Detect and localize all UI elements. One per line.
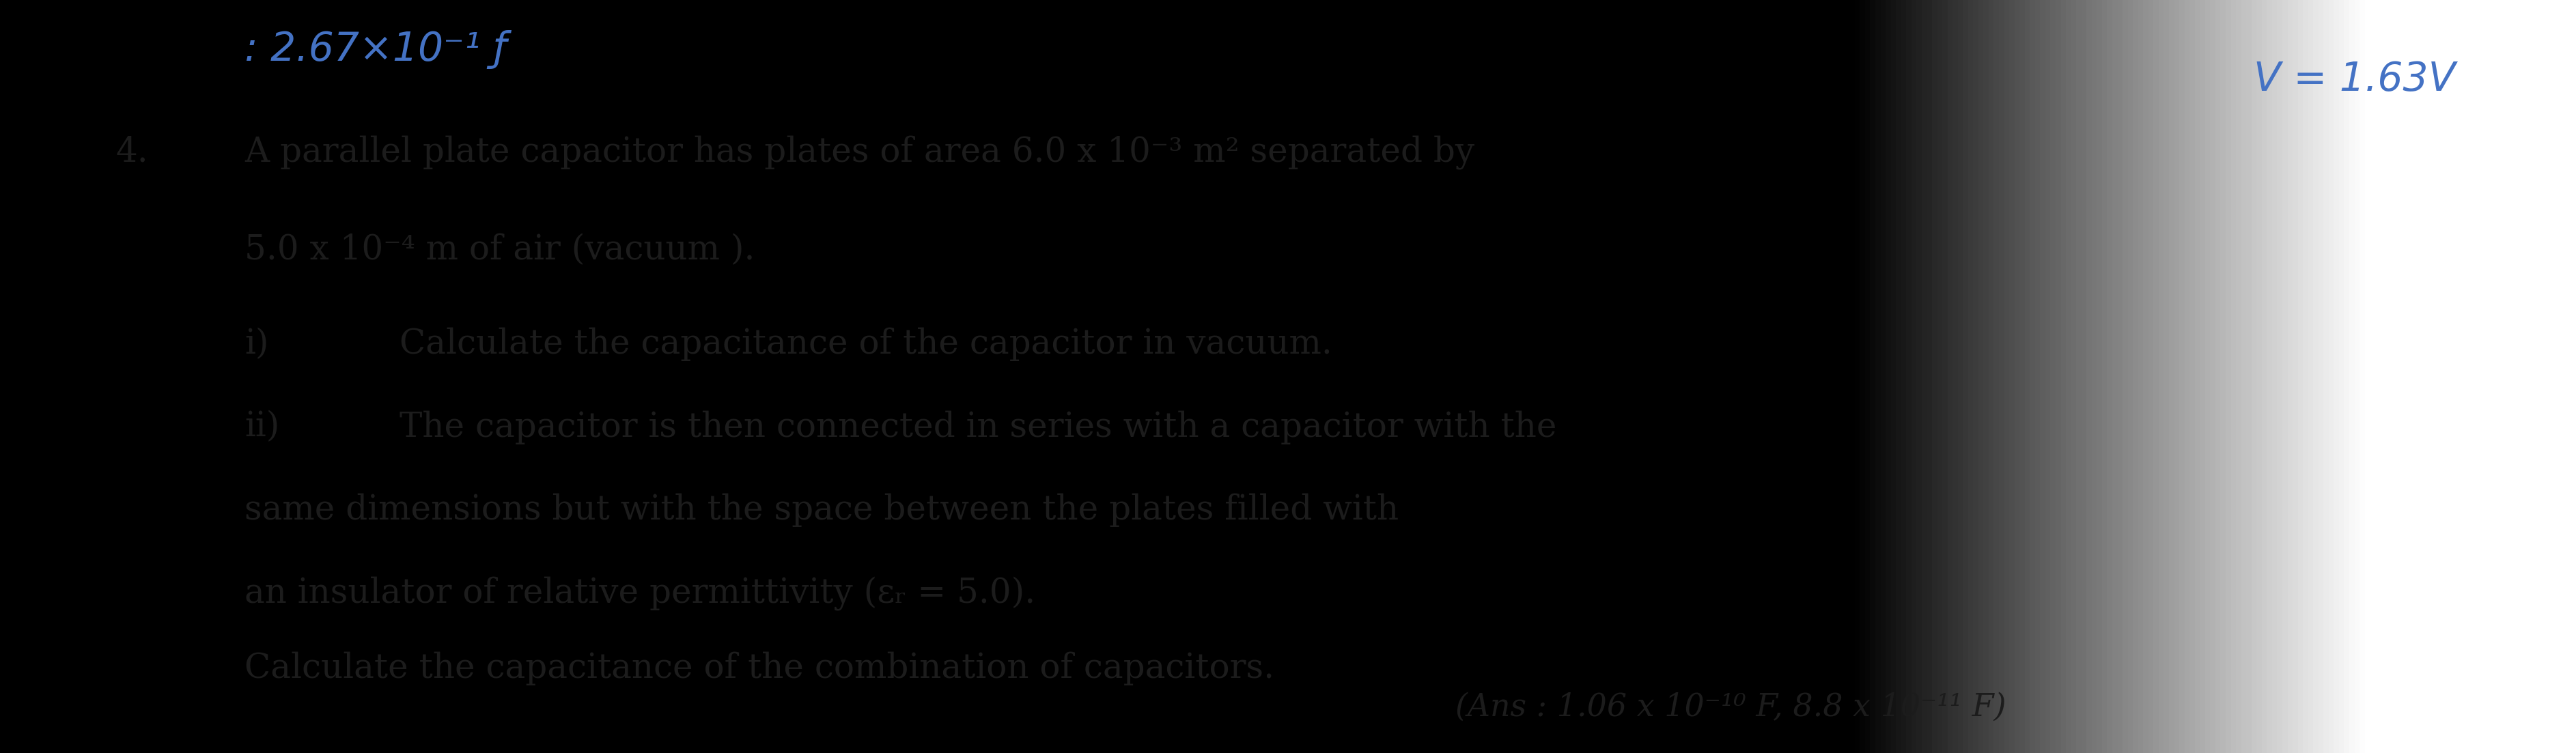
Text: ii): ii) — [245, 410, 281, 444]
Text: Calculate the capacitance of the capacitor in vacuum.: Calculate the capacitance of the capacit… — [399, 328, 1332, 361]
Text: Calculate the capacitance of the combination of capacitors.: Calculate the capacitance of the combina… — [245, 651, 1275, 685]
Text: (Ans : 1.06 x 10⁻¹⁰ F, 8.8 x 10⁻¹¹ F): (Ans : 1.06 x 10⁻¹⁰ F, 8.8 x 10⁻¹¹ F) — [1455, 692, 2007, 723]
Text: A parallel plate capacitor has plates of area 6.0 x 10⁻³ m² separated by: A parallel plate capacitor has plates of… — [245, 136, 1473, 169]
Text: The capacitor is then connected in series with a capacitor with the: The capacitor is then connected in serie… — [399, 410, 1556, 444]
Text: 5.0 x 10⁻⁴ m of air (vacuum ).: 5.0 x 10⁻⁴ m of air (vacuum ). — [245, 233, 755, 267]
Text: : 2.67×10⁻¹ ƒ: : 2.67×10⁻¹ ƒ — [245, 30, 507, 69]
Text: V = 1.63V: V = 1.63V — [2254, 60, 2455, 99]
Text: an insulator of relative permittivity (εᵣ = 5.0).: an insulator of relative permittivity (ε… — [245, 576, 1036, 610]
Text: same dimensions but with the space between the plates filled with: same dimensions but with the space betwe… — [245, 493, 1399, 527]
Text: 4.: 4. — [116, 136, 149, 169]
Text: i): i) — [245, 328, 268, 361]
